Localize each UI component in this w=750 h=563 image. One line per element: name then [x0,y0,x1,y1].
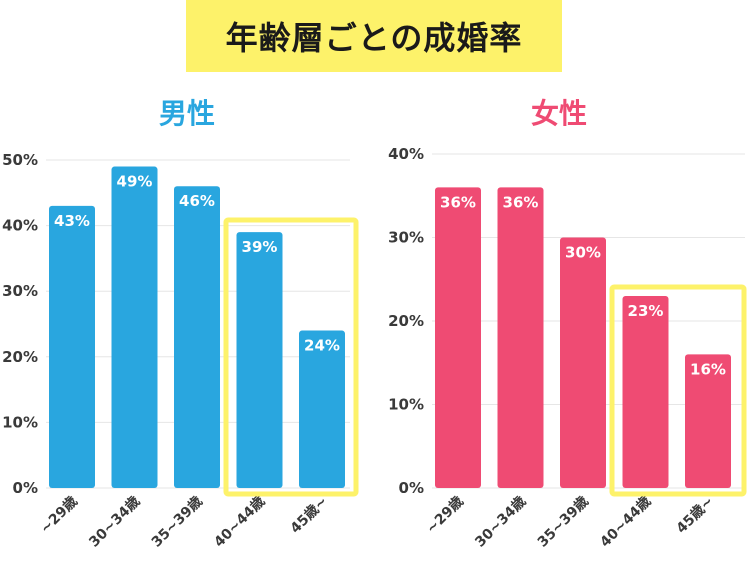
male-ytick-label: 0% [13,479,38,497]
female-bar [685,354,731,488]
female-data-label: 36% [503,193,539,211]
male-data-label: 43% [54,212,90,230]
female-ytick-label: 0% [399,479,424,497]
female-ytick-label: 40% [388,145,424,163]
male-highlight-frame [223,217,359,497]
female-ytick-label: 30% [388,229,424,247]
male-category-label: 35~39歳 [148,493,206,551]
female-data-label: 16% [690,360,726,378]
title-banner: 年齢層ごとの成婚率 [186,0,562,72]
female-highlight-frame [609,284,747,497]
male-category-label: ~29歳 [37,493,81,537]
male-ytick-label: 30% [2,282,38,300]
male-ytick-label: 10% [2,413,38,431]
male-ytick-label: 20% [2,348,38,366]
female-data-label: 23% [628,302,664,320]
female-chart-title: 女性 [530,97,587,130]
female-bar [497,187,544,488]
male-data-label: 24% [304,337,340,355]
male-data-label: 39% [242,238,278,256]
female-bar [560,237,606,488]
male-data-label: 46% [179,192,215,210]
female-data-label: 36% [440,193,476,211]
male-ytick-label: 50% [2,151,38,169]
male-category-label: 30~34歳 [86,493,144,551]
male-bar [111,166,158,488]
male-data-label: 49% [117,173,153,191]
male-bar [49,205,95,489]
female-bar [622,295,669,488]
female-category-label: 45歳~ [673,493,717,537]
figure-title: 年齢層ごとの成婚率 [225,19,523,57]
male-chart-title: 男性 [158,97,215,130]
female-ytick-label: 10% [388,396,424,414]
female-ytick-label: 20% [388,312,424,330]
female-bar [435,187,481,488]
male-ytick-label: 40% [2,217,38,235]
male-bar [174,186,220,489]
female-data-label: 30% [565,244,601,262]
female-category-label: ~29歳 [423,493,467,537]
male-bar [299,330,345,488]
female-category-label: 40~44歳 [597,493,655,551]
male-category-label: 40~44歳 [211,493,269,551]
female-category-label: 30~34歳 [472,493,530,551]
male-category-label: 45歳~ [287,493,331,537]
male-bar [236,232,283,488]
female-category-label: 35~39歳 [534,493,592,551]
